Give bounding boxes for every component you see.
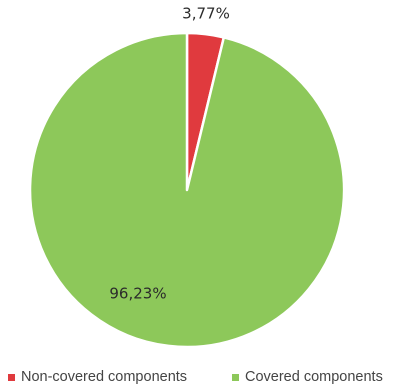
- legend-label-non-covered: Non-covered components: [21, 369, 188, 385]
- data-label-non-covered: 3,77%: [182, 5, 230, 23]
- pie-slice-covered: [28, 31, 346, 349]
- data-label-covered: 96,23%: [109, 285, 166, 303]
- legend-item-covered: Covered components: [232, 369, 383, 385]
- legend: Non-covered components Covered component…: [0, 369, 407, 389]
- legend-swatch-covered: [232, 373, 239, 381]
- legend-item-non-covered: Non-covered components: [8, 369, 187, 385]
- legend-label-covered: Covered components: [245, 369, 383, 385]
- legend-swatch-non-covered: [8, 373, 15, 381]
